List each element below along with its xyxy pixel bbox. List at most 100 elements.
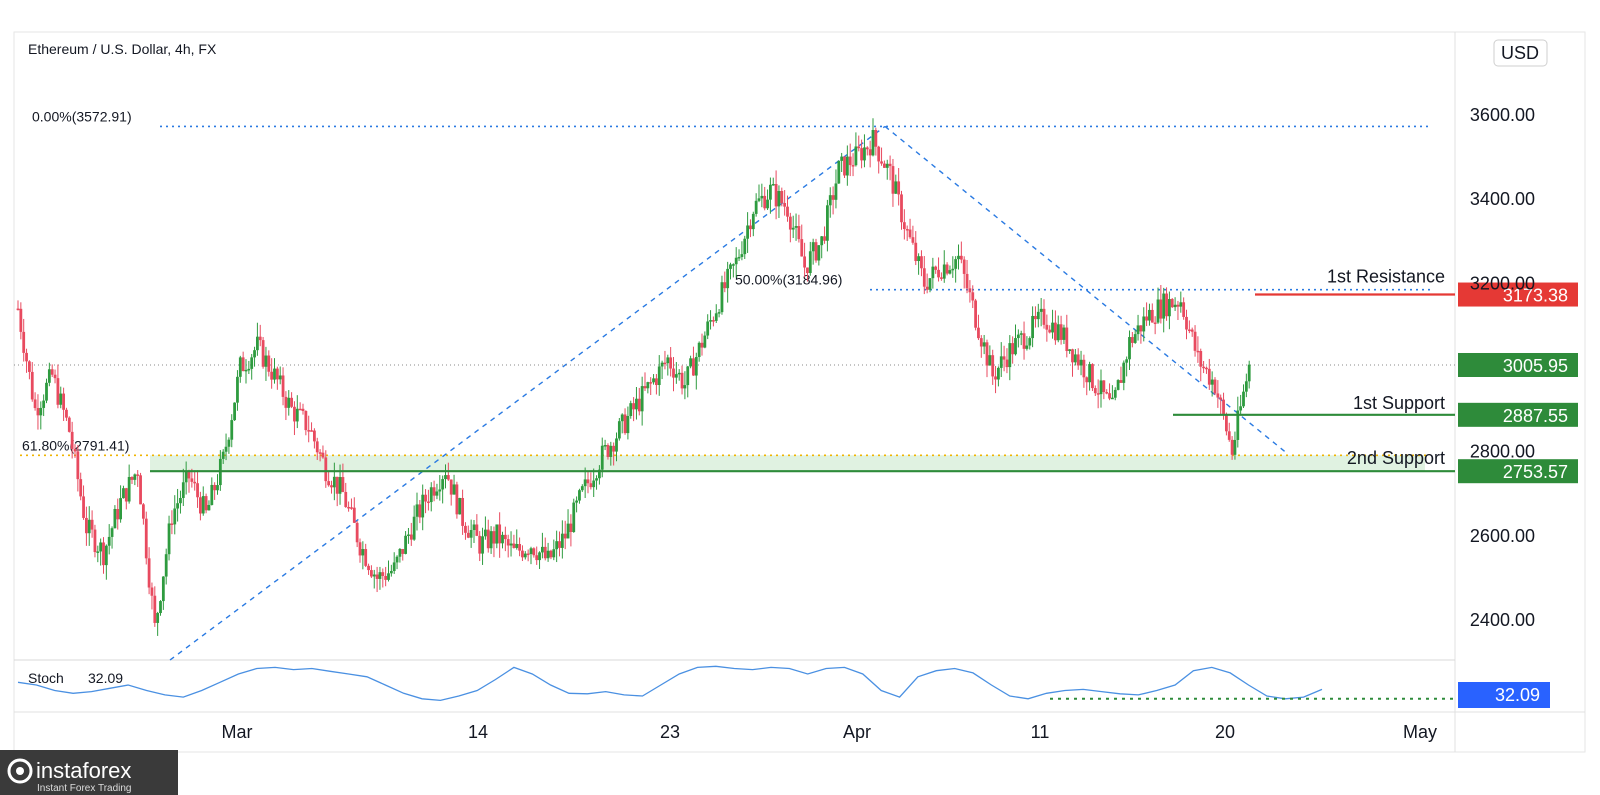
candle: [583, 467, 587, 498]
candle-body: [503, 534, 507, 540]
candle: [375, 566, 379, 593]
candle: [538, 551, 541, 569]
candle: [53, 369, 57, 384]
fib-trend-line: [169, 125, 886, 661]
candle-body: [806, 267, 809, 274]
candle: [350, 498, 353, 510]
candle-body: [774, 183, 778, 207]
candle-body: [845, 156, 849, 176]
candle-body: [281, 375, 285, 397]
candle-body: [284, 396, 288, 408]
candle: [139, 472, 142, 505]
candle-body: [763, 195, 767, 209]
candle-body: [609, 445, 613, 457]
candle-body: [401, 548, 405, 554]
candle-body: [925, 286, 929, 290]
candle: [931, 257, 935, 289]
candle-body: [82, 496, 85, 518]
candle-body: [435, 491, 439, 496]
candle-body: [139, 475, 142, 505]
candle: [629, 400, 633, 419]
candle: [777, 185, 781, 218]
candle-body: [350, 507, 353, 509]
candle: [743, 235, 747, 260]
fib-level-label: 0.00%(3572.91): [32, 108, 132, 124]
candle: [1242, 384, 1245, 409]
candle-body: [826, 205, 829, 241]
x-tick-label: 20: [1215, 722, 1235, 742]
logo-tagline: Instant Forex Trading: [37, 783, 132, 794]
candle: [224, 433, 228, 461]
candle: [438, 475, 442, 501]
gear-icon: [7, 758, 33, 784]
candle-body: [1133, 334, 1137, 343]
candle: [247, 360, 251, 375]
candle-body: [1168, 299, 1171, 317]
candle: [315, 437, 319, 460]
candle: [1145, 302, 1148, 327]
candle: [598, 465, 601, 485]
candle-body: [911, 237, 915, 243]
candle: [632, 397, 635, 422]
candle-body: [737, 256, 741, 259]
candle: [999, 342, 1003, 377]
candle-body: [979, 338, 983, 347]
candle: [1088, 361, 1091, 391]
candle: [427, 489, 430, 511]
candle: [76, 444, 80, 492]
candle: [1133, 329, 1137, 344]
candle-body: [418, 504, 422, 518]
candle-body: [144, 518, 148, 559]
candle: [942, 250, 946, 283]
candle-body: [1071, 349, 1074, 363]
candle: [905, 225, 909, 241]
candle: [466, 525, 470, 539]
candle-body: [335, 476, 339, 494]
candle-body: [130, 476, 134, 480]
candle-body: [800, 239, 804, 257]
candle: [1105, 389, 1109, 395]
candle-body: [429, 487, 433, 503]
candle: [73, 444, 77, 458]
candle: [25, 348, 28, 373]
candle-body: [731, 264, 735, 266]
candle-body: [355, 522, 359, 543]
candle: [70, 421, 74, 459]
candle-body: [734, 257, 738, 265]
candle-body: [367, 565, 370, 571]
candle-body: [1199, 351, 1203, 367]
currency-button[interactable]: USD: [1493, 39, 1548, 67]
candle-body: [93, 529, 97, 553]
candle: [156, 611, 160, 636]
candle: [1031, 306, 1034, 348]
candle-body: [937, 269, 940, 278]
candle-body: [307, 430, 311, 432]
candle-body: [902, 222, 906, 230]
candle: [791, 215, 795, 238]
candle: [307, 415, 311, 443]
candle-body: [526, 553, 530, 556]
candle: [16, 300, 20, 311]
candle-body: [290, 397, 293, 407]
candle-body: [147, 558, 151, 588]
candle: [150, 582, 154, 610]
candle-body: [595, 478, 598, 481]
candle-body: [424, 494, 427, 502]
candle-body: [79, 479, 83, 497]
candle-body: [1096, 393, 1100, 395]
candle: [432, 480, 436, 502]
candle: [318, 449, 322, 462]
candle: [1150, 303, 1154, 323]
candle: [1122, 360, 1126, 391]
candle: [863, 134, 866, 168]
candle-body: [808, 251, 812, 274]
candle-body: [464, 525, 467, 533]
candle: [22, 318, 26, 362]
candle-body: [1045, 324, 1049, 330]
candle-body: [652, 378, 655, 383]
candle: [1148, 303, 1151, 326]
candle: [1190, 327, 1194, 337]
y-tick-label: 3400.00: [1470, 189, 1535, 209]
candle-body: [974, 300, 977, 328]
candle: [30, 362, 34, 402]
